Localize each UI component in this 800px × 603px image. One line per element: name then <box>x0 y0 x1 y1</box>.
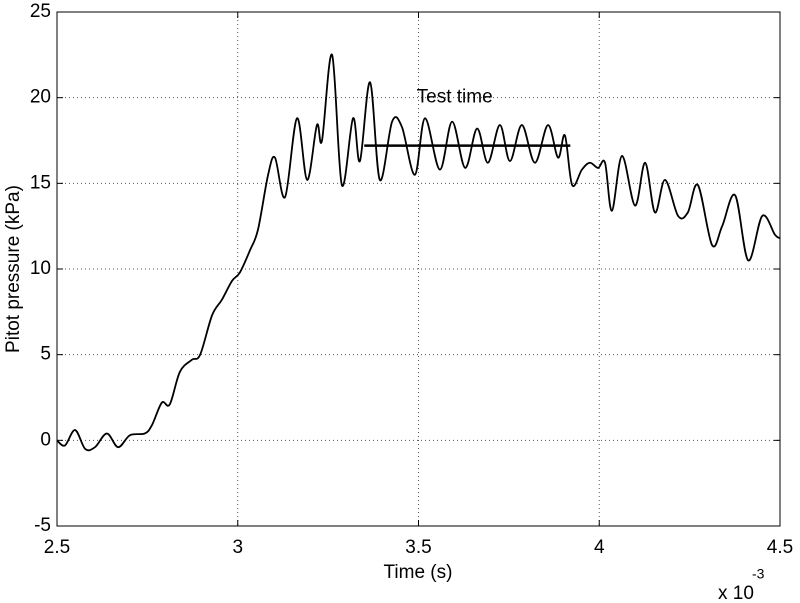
x-tick-label: 4 <box>594 537 605 558</box>
annotation-text: Test time <box>417 87 493 108</box>
x-multiplier-exponent: -3 <box>752 566 765 582</box>
y-tick-label: 0 <box>40 429 51 450</box>
y-tick-label: 25 <box>30 1 51 22</box>
y-tick-label: 15 <box>30 172 51 193</box>
data-line <box>56 53 781 452</box>
x-axis-label: Time (s) <box>384 562 453 583</box>
y-axis-label: Pitot pressure (kPa) <box>3 185 24 353</box>
y-tick-label: 20 <box>30 87 51 108</box>
y-tick-label: 10 <box>30 258 51 279</box>
y-tick-label: -5 <box>34 515 51 536</box>
x-tick-label: 2.5 <box>44 537 70 558</box>
y-tick-label: 5 <box>40 344 51 365</box>
x-tick-label: 3 <box>232 537 243 558</box>
x-tick-label: 4.5 <box>767 537 793 558</box>
x-tick-label: 3.5 <box>405 537 431 558</box>
plot-frame <box>56 11 781 527</box>
x-multiplier: x 10 <box>718 583 754 603</box>
